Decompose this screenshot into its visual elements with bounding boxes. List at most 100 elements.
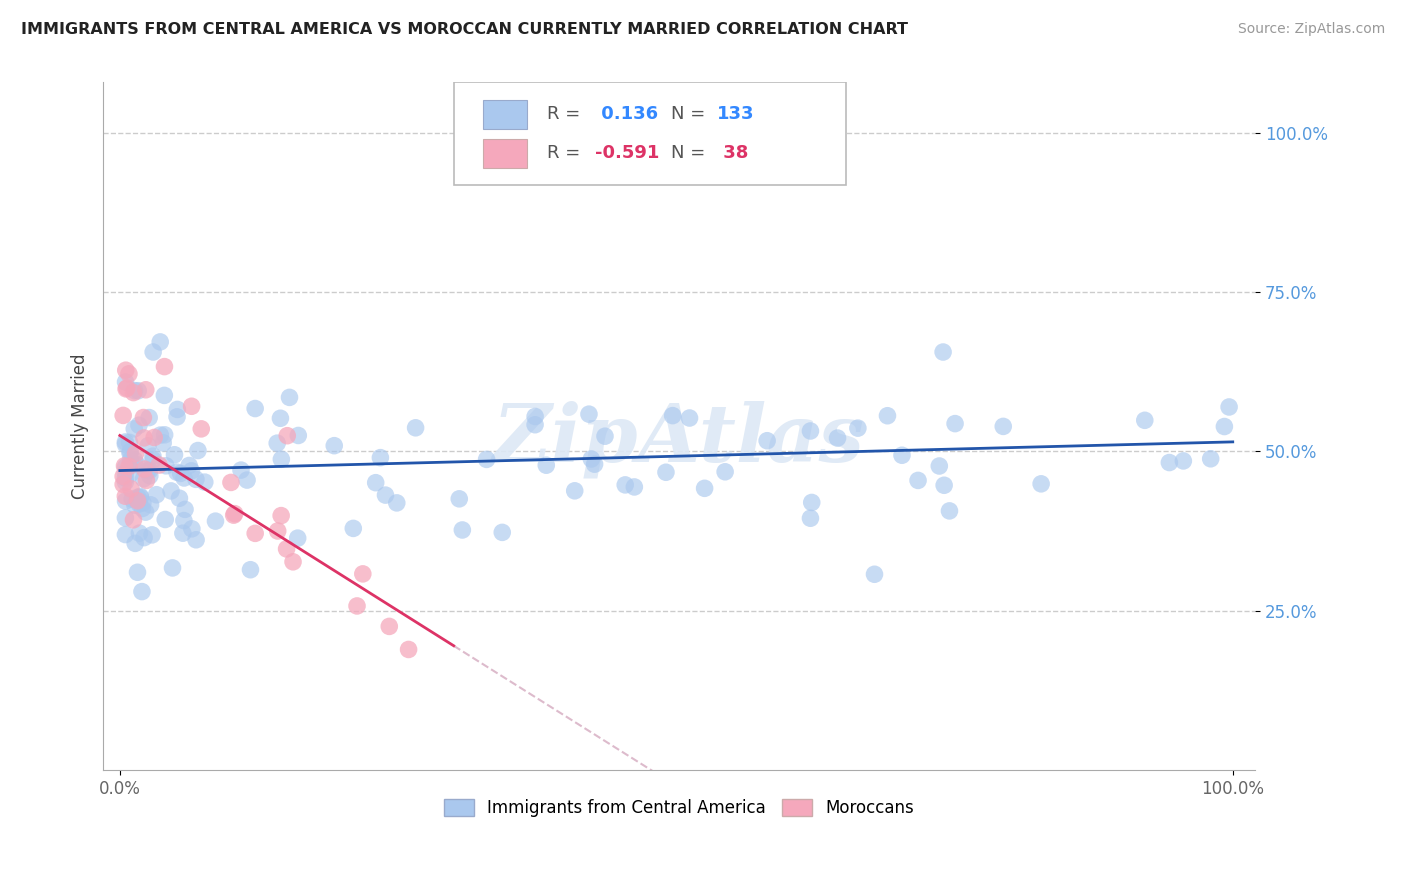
Point [174, 502, 197, 516]
Point [943, 417, 966, 431]
Point [118, 435, 141, 450]
Point [661, 409, 683, 423]
Point [169, 467, 191, 481]
Point [114, 471, 136, 485]
Point [153, 359, 176, 374]
Text: 38: 38 [717, 145, 748, 162]
Text: Source: ZipAtlas.com: Source: ZipAtlas.com [1237, 22, 1385, 37]
Point [149, 334, 172, 349]
Point [114, 437, 136, 451]
Point [224, 507, 246, 521]
Point [122, 422, 145, 436]
Point [173, 514, 195, 528]
Point [114, 434, 136, 449]
Point [583, 457, 606, 471]
Point [120, 444, 142, 458]
Point [114, 363, 136, 377]
Point [564, 483, 586, 498]
Point [266, 436, 288, 450]
Point [135, 474, 157, 488]
Point [136, 439, 159, 453]
Point [236, 473, 259, 487]
Point [524, 409, 547, 424]
Point [287, 428, 309, 442]
Point [142, 345, 165, 359]
Point [593, 429, 616, 443]
Point [876, 409, 898, 423]
Point [136, 464, 159, 478]
Point [114, 511, 136, 525]
Point [846, 421, 869, 435]
Point [364, 475, 387, 490]
Point [122, 385, 145, 400]
Point [129, 491, 152, 505]
Legend: Immigrants from Central America, Moroccans: Immigrants from Central America, Morocca… [437, 792, 921, 823]
Point [524, 417, 547, 432]
Text: ZipAtlas: ZipAtlas [494, 401, 865, 478]
Point [756, 434, 779, 448]
Point [118, 459, 141, 474]
Point [928, 458, 950, 473]
Point [655, 465, 678, 479]
Point [243, 526, 266, 541]
Point [129, 489, 152, 503]
Y-axis label: Currently Married: Currently Married [72, 353, 89, 499]
Point [714, 465, 737, 479]
Point [114, 466, 136, 480]
Point [219, 475, 242, 490]
Point [180, 399, 202, 413]
Point [222, 508, 245, 523]
Point [143, 430, 166, 444]
Point [179, 458, 201, 473]
Point [342, 521, 364, 535]
Point [993, 419, 1015, 434]
Text: R =: R = [547, 145, 579, 162]
Point [229, 463, 252, 477]
Point [166, 465, 188, 479]
Point [1173, 454, 1195, 468]
Point [155, 458, 177, 473]
Point [270, 508, 292, 523]
Point [374, 488, 396, 502]
Point [1218, 400, 1240, 414]
Point [370, 450, 392, 465]
Point [114, 375, 136, 389]
Point [932, 345, 955, 359]
Point [678, 411, 700, 425]
Point [134, 462, 156, 476]
Point [1199, 451, 1222, 466]
Point [118, 446, 141, 460]
Point [114, 458, 136, 473]
Point [132, 431, 155, 445]
Point [451, 523, 474, 537]
Point [346, 599, 368, 613]
Point [127, 493, 149, 508]
Point [323, 439, 346, 453]
Point [891, 448, 914, 462]
Point [132, 472, 155, 486]
Point [153, 427, 176, 442]
Point [934, 478, 956, 492]
Point [124, 453, 146, 467]
Point [287, 531, 309, 545]
Point [131, 501, 153, 516]
Point [180, 522, 202, 536]
Point [276, 428, 298, 442]
Point [160, 483, 183, 498]
Point [693, 481, 716, 495]
Point [152, 435, 174, 450]
Point [124, 447, 146, 461]
Point [145, 488, 167, 502]
Point [112, 409, 135, 423]
Point [194, 475, 217, 489]
Point [1213, 419, 1236, 434]
Point [114, 494, 136, 508]
Point [184, 533, 207, 547]
Point [120, 467, 142, 481]
Point [800, 495, 823, 509]
Point [398, 642, 420, 657]
Point [131, 584, 153, 599]
Point [166, 402, 188, 417]
Text: N =: N = [671, 105, 706, 123]
Text: 0.136: 0.136 [595, 105, 658, 123]
